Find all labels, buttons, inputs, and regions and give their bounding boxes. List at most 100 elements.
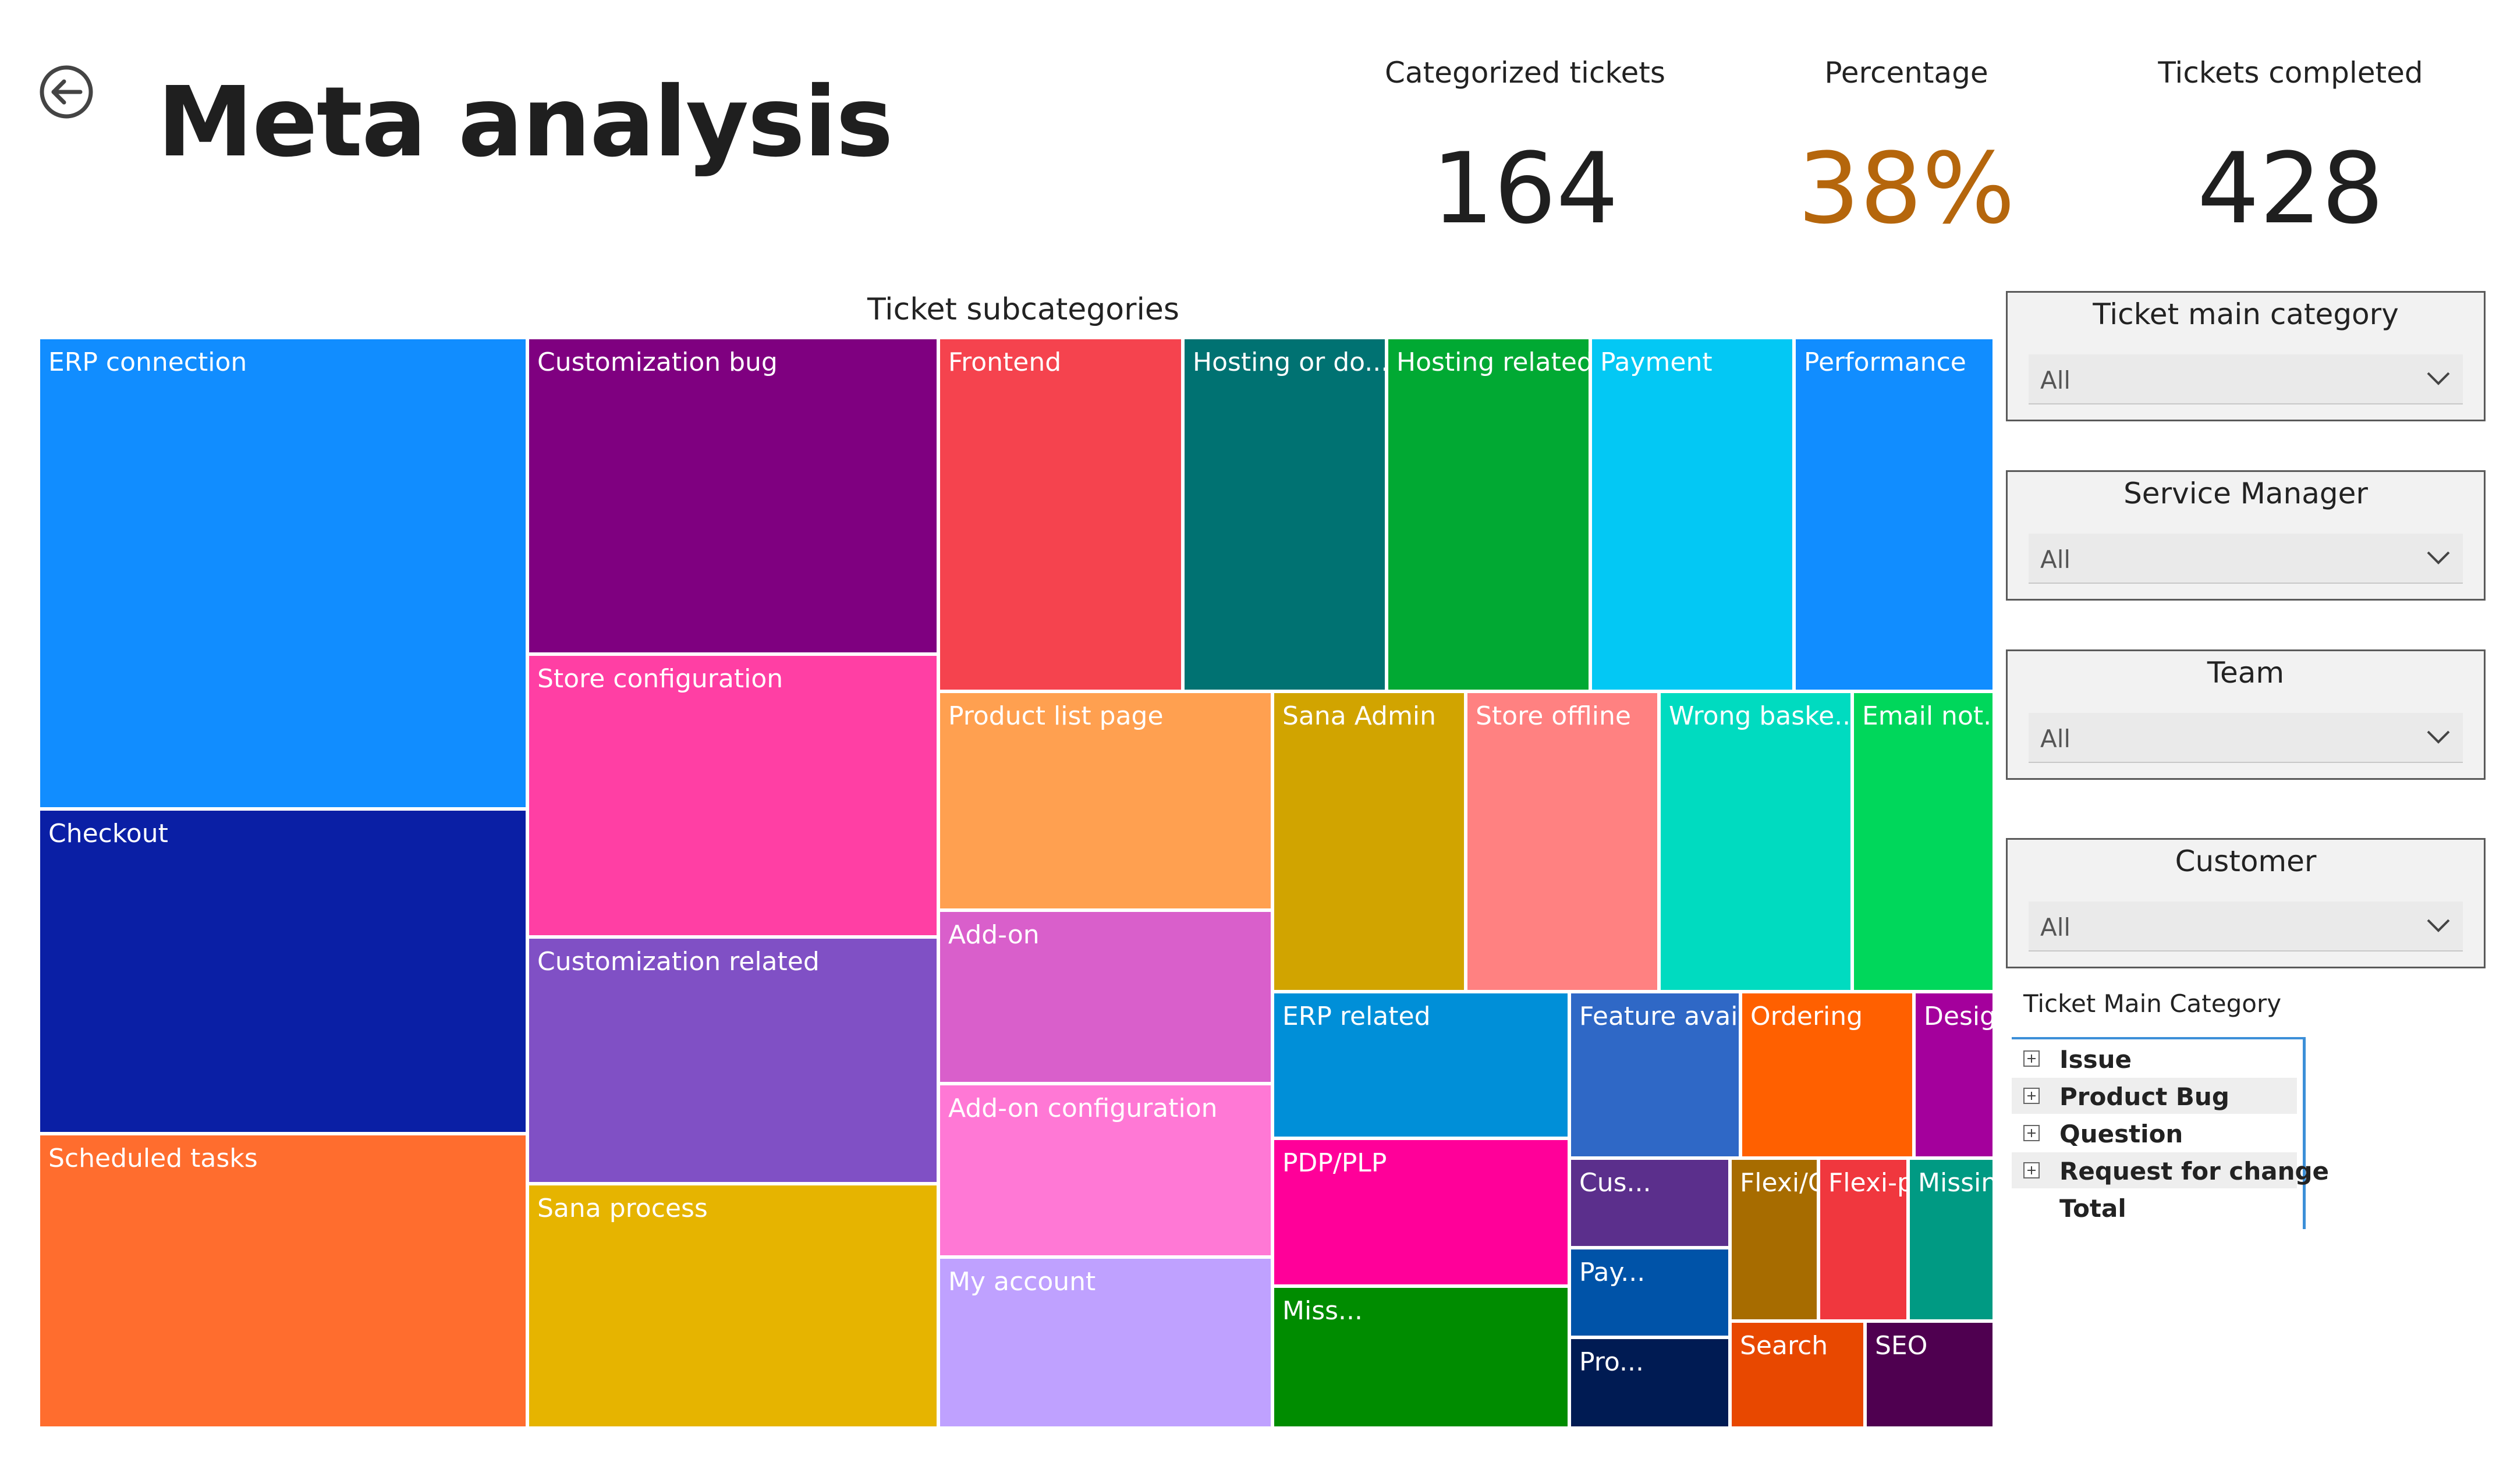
treemap-tile[interactable]: Design [1914, 992, 1994, 1158]
treemap-tile[interactable]: My account [938, 1257, 1272, 1428]
treemap-tile[interactable]: Wrong baske... [1659, 691, 1852, 992]
treemap-tile-label: Hosting related [1396, 347, 1590, 377]
treemap-tile[interactable]: Product list page [938, 691, 1272, 910]
back-arrow-icon [40, 65, 93, 119]
treemap-tile[interactable]: Customization related [527, 937, 938, 1184]
ticket-subcategories-treemap: ERP connection Checkout Scheduled tasks Cus… [38, 338, 1994, 1428]
kpi-value: 428 [2197, 132, 2384, 246]
treemap-tile-label: PDP/PLP [1282, 1148, 1387, 1178]
slicer-selected-value: All [2040, 725, 2071, 753]
treemap-tile[interactable]: ERP related [1272, 992, 1569, 1138]
treemap-tile[interactable]: Flexi/Cont... [1730, 1158, 1818, 1321]
treemap-tile-label: Store configuration [537, 664, 783, 694]
treemap-tile-label: ERP connection [48, 347, 247, 377]
treemap-tile[interactable]: Frontend [938, 338, 1183, 691]
treemap-tile-label: Design [1924, 1002, 1993, 1031]
treemap-tile[interactable]: Store offline [1466, 691, 1659, 992]
treemap-tile-label: Search [1740, 1331, 1828, 1361]
kpi-percentage: Percentage 38% [1720, 56, 2093, 237]
treemap-tile-label: Product list page [948, 701, 1164, 731]
treemap-tile-label: Frontend [948, 347, 1062, 377]
treemap-tile-label: Pay... [1579, 1258, 1646, 1287]
treemap-tile-label: Flexi/Cont... [1740, 1168, 1817, 1198]
treemap-tile[interactable]: Add-on [938, 910, 1272, 1084]
treemap-tile-label: Cus... [1579, 1168, 1651, 1198]
page-title: Meta analysis [157, 66, 894, 179]
treemap-tile[interactable]: SEO [1865, 1321, 1994, 1428]
matrix-row[interactable]: Question [2012, 1115, 2297, 1151]
slicer-title: Customer [2175, 844, 2317, 878]
treemap-tile-label: Feature availability [1579, 1002, 1739, 1031]
treemap-tile[interactable]: Store configuration [527, 654, 938, 937]
treemap-tile[interactable]: Miss... [1272, 1286, 1569, 1428]
treemap-tile[interactable]: Pay... [1569, 1248, 1730, 1337]
kpi-value: 164 [1431, 132, 1619, 246]
treemap-tile[interactable]: Hosting or do... [1183, 338, 1387, 691]
treemap-tile-label: Payment [1600, 347, 1713, 377]
treemap-tile-label: Customization bug [537, 347, 778, 377]
matrix-row[interactable]: Product Bug [2012, 1078, 2297, 1114]
expand-plus-icon[interactable] [2023, 1088, 2040, 1104]
treemap-tile[interactable]: Sana Admin [1272, 691, 1466, 992]
slicer-team: Team All [2006, 649, 2486, 780]
treemap-tile-label: Performance [1804, 347, 1966, 377]
treemap-tile[interactable]: Search [1730, 1321, 1865, 1428]
treemap-tile[interactable]: Cus... [1569, 1158, 1730, 1248]
treemap-tile-label: Scheduled tasks [48, 1144, 258, 1173]
slicer-customer: Customer All [2006, 838, 2486, 968]
slicer-dropdown[interactable]: All [2029, 354, 2463, 404]
treemap-tile[interactable]: Flexi-pages [1818, 1158, 1908, 1321]
slicer-title: Ticket main category [2093, 297, 2399, 331]
treemap-tile-label: Sana process [537, 1194, 708, 1223]
matrix-row[interactable]: Request for change [2012, 1152, 2329, 1188]
chevron-down-icon [2427, 551, 2450, 565]
ticket-main-category-matrix: Issue Product Bug Question Request for chan… [2012, 1037, 2329, 1229]
expand-plus-icon[interactable] [2023, 1125, 2040, 1141]
treemap-tile[interactable]: Customization bug [527, 338, 938, 654]
treemap-tile-label: Store offline [1476, 701, 1631, 731]
treemap-tile[interactable]: Missing/w... [1908, 1158, 1994, 1321]
kpi-tickets-completed: Tickets completed 428 [2104, 56, 2477, 237]
matrix-row: Total [2012, 1190, 2297, 1226]
treemap-tile[interactable]: Add-on configuration [938, 1084, 1272, 1257]
slicer-dropdown[interactable]: All [2029, 534, 2463, 584]
treemap-tile-label: My account [948, 1267, 1096, 1297]
treemap-tile[interactable]: ERP connection [38, 338, 527, 809]
treemap-tile[interactable]: Performance [1794, 338, 1994, 691]
treemap-tile-label: Missing/w... [1918, 1168, 1994, 1198]
treemap-tile[interactable]: Feature availability [1569, 992, 1740, 1158]
treemap-tile-label: Flexi-pages [1828, 1168, 1906, 1198]
chevron-down-icon [2427, 730, 2450, 744]
treemap-tile[interactable]: Scheduled tasks [38, 1134, 527, 1428]
treemap-tile[interactable]: Email not... [1852, 691, 1994, 992]
matrix-row-label: Total [2059, 1194, 2126, 1223]
treemap-tile-label: Email not... [1862, 701, 1994, 731]
expand-plus-icon[interactable] [2023, 1050, 2040, 1067]
treemap-title: Ticket subcategories [867, 292, 1179, 327]
back-button[interactable] [38, 64, 94, 120]
treemap-tile-label: Add-on [948, 920, 1040, 950]
kpi-categorized-tickets: Categorized tickets 164 [1339, 56, 1711, 237]
kpi-label: Percentage [1824, 56, 1988, 90]
slicer-title: Service Manager [2123, 477, 2368, 510]
matrix-title: Ticket Main Category [2023, 989, 2282, 1018]
treemap-tile[interactable]: Payment [1590, 338, 1794, 691]
treemap-tile[interactable]: Checkout [38, 809, 527, 1134]
matrix-row[interactable]: Issue [2012, 1041, 2297, 1077]
slicer-dropdown[interactable]: All [2029, 901, 2463, 952]
chevron-down-icon [2427, 372, 2450, 385]
expand-plus-icon[interactable] [2023, 1162, 2040, 1178]
treemap-tile[interactable]: Ordering [1740, 992, 1914, 1158]
treemap-tile[interactable]: Sana process [527, 1184, 938, 1428]
treemap-tile-label: Pro... [1579, 1347, 1644, 1377]
slicer-dropdown[interactable]: All [2029, 713, 2463, 763]
treemap-tile-label: SEO [1875, 1331, 1928, 1361]
slicer-selected-value: All [2040, 913, 2071, 942]
treemap-tile-label: Sana Admin [1282, 701, 1436, 731]
matrix-row-label: Request for change [2059, 1157, 2330, 1185]
treemap-tile[interactable]: PDP/PLP [1272, 1138, 1569, 1286]
matrix-row-label: Issue [2059, 1045, 2132, 1074]
treemap-tile-label: Customization related [537, 947, 820, 977]
treemap-tile[interactable]: Hosting related [1387, 338, 1590, 691]
treemap-tile[interactable]: Pro... [1569, 1337, 1730, 1428]
